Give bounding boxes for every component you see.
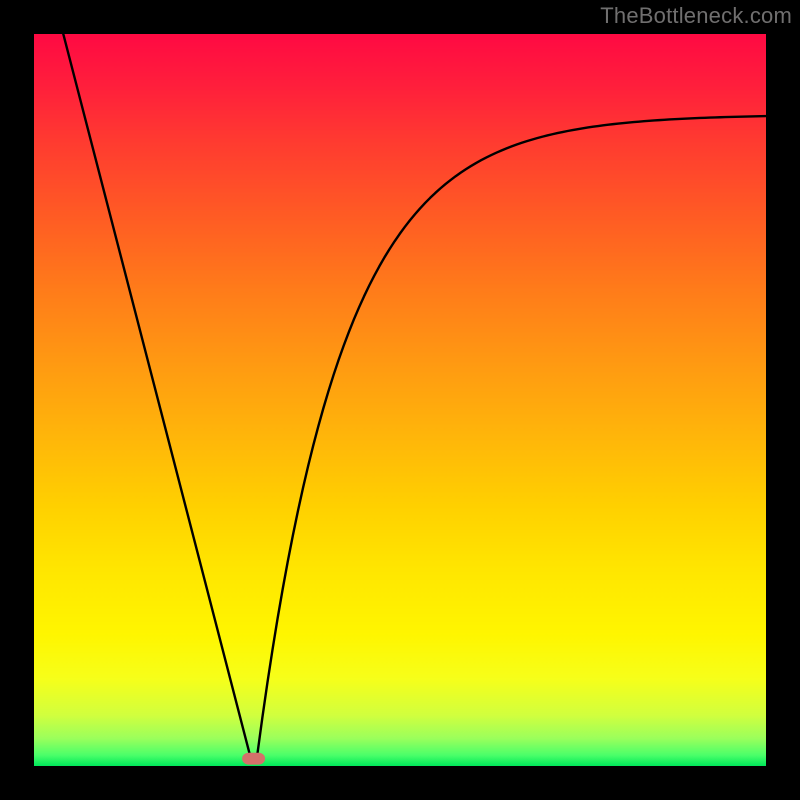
chart-stage: TheBottleneck.com — [0, 0, 800, 800]
attribution-text: TheBottleneck.com — [600, 3, 792, 29]
gradient-background — [34, 34, 766, 766]
plot-area — [34, 34, 766, 766]
